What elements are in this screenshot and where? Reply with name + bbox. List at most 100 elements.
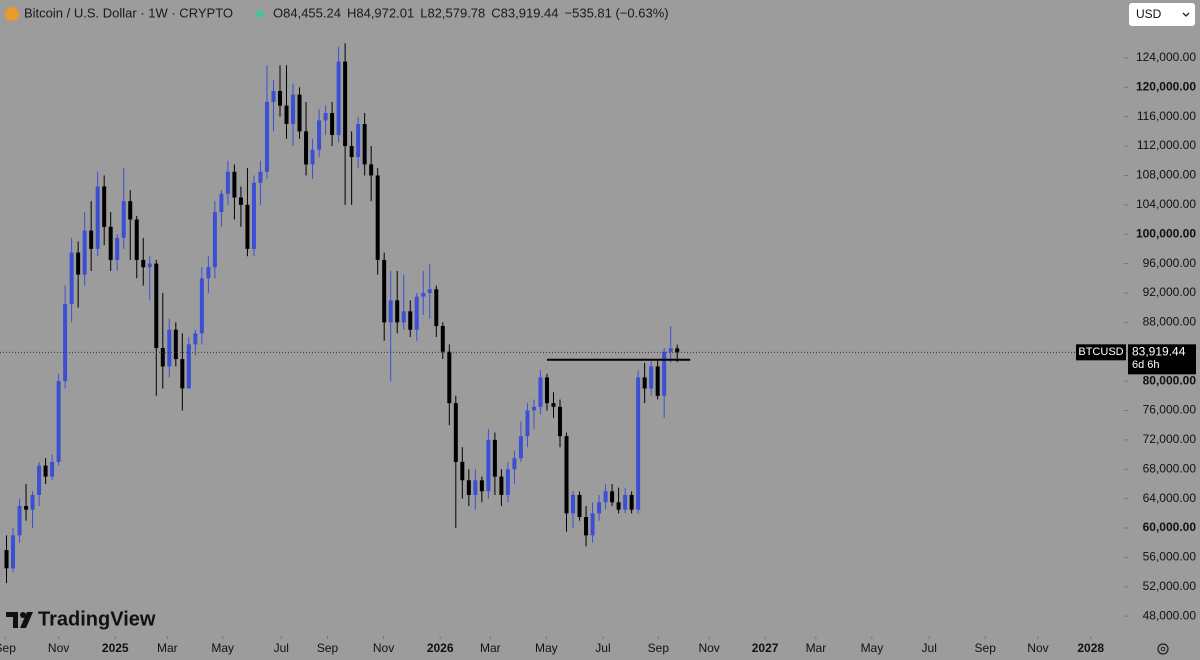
candle-body: [180, 359, 185, 389]
candle-body: [531, 406, 536, 411]
candle-body: [108, 226, 113, 260]
y-tick-label: 52,000.00: [1143, 579, 1197, 593]
brand-name: TradingView: [38, 608, 156, 630]
candle-body: [492, 439, 497, 477]
candle-body: [675, 348, 680, 353]
x-tick-label: Sep: [0, 641, 16, 655]
candle-body: [4, 550, 9, 569]
candle-body: [193, 333, 198, 345]
status-dot: [256, 10, 264, 18]
candle-body: [115, 237, 120, 260]
candle-body: [369, 164, 374, 176]
x-tick-label: Nov: [698, 641, 719, 655]
candle-body: [505, 469, 510, 495]
y-tick-label: 92,000.00: [1143, 285, 1197, 299]
plot-area: 124,000.00 120,000.00 116,000.00 112,000.00…: [0, 43, 1196, 655]
candle-body: [414, 296, 419, 330]
candle-body: [11, 535, 16, 569]
candle-body: [447, 351, 452, 404]
candle-body: [427, 289, 432, 293]
candle-body: [525, 410, 530, 437]
candle-body: [336, 61, 341, 136]
y-tick-label: 108,000.00: [1136, 168, 1196, 182]
candle-body: [486, 439, 491, 492]
candle-body: [356, 124, 361, 158]
candle-body: [30, 494, 35, 510]
candle-body: [102, 186, 107, 227]
y-tick-label: 124,000.00: [1136, 50, 1196, 64]
currency-label[interactable]: USD: [1136, 7, 1162, 21]
dropdown-arrow[interactable]: [1182, 12, 1190, 17]
candle-body: [518, 436, 523, 459]
candle-body: [636, 377, 641, 510]
candle-body: [128, 201, 133, 220]
x-tick-label: Nov: [373, 641, 394, 655]
candle-body: [584, 517, 589, 536]
candle-body: [460, 461, 465, 481]
candle-body: [95, 186, 100, 249]
candle-body: [232, 171, 237, 198]
candle-body: [499, 476, 504, 495]
ohlc-value: 84,455.24: [283, 5, 341, 20]
candle-body: [154, 263, 159, 349]
x-tick-label: Jul: [595, 641, 610, 655]
symbol-tag-label: BTCUSD: [1078, 346, 1123, 358]
x-tick-label: Mar: [157, 641, 178, 655]
candle-body: [466, 480, 471, 495]
y-tick-label: 64,000.00: [1143, 491, 1197, 505]
candle-body: [43, 465, 48, 477]
x-tick-label: Jul: [274, 641, 289, 655]
candle-body: [317, 120, 322, 150]
candle-body: [668, 348, 673, 352]
candle-body: [349, 146, 354, 158]
ohlc-legend: O 84,455.24 H 84,972.01 L 82,579.78 C 83,919.44…: [273, 5, 669, 20]
x-tick-label: Nov: [48, 641, 69, 655]
candle-body: [134, 219, 139, 260]
y-tick-label: 112,000.00: [1137, 138, 1196, 152]
candle-body: [551, 403, 556, 407]
y-tick-label: 120,000.00: [1136, 79, 1196, 93]
candle-body: [362, 124, 367, 165]
candle-body: [219, 193, 224, 213]
ohlc-value: 82,579.78: [427, 5, 485, 20]
gear[interactable]: [1157, 643, 1169, 655]
candle-body: [538, 377, 543, 407]
candle-body: [304, 131, 309, 165]
candle-body: [375, 175, 380, 260]
candle-body: [121, 201, 126, 238]
brand-logo: TradingView: [6, 608, 156, 630]
ohlc-value: 84,972.01: [356, 5, 414, 20]
candle-body: [56, 381, 61, 462]
symbol-title: Bitcoin / U.S. Dollar · 1W · CRYPTO: [24, 5, 233, 20]
currency-select[interactable]: [1129, 3, 1195, 26]
y-tick-label: 88,000.00: [1143, 315, 1197, 329]
y-tick-label: 80,000.00: [1143, 373, 1197, 387]
logo-dot: [20, 612, 26, 618]
countdown-label: 6d 6h: [1132, 359, 1160, 371]
settings-icon[interactable]: [1157, 643, 1169, 655]
y-tick-label: 116,000.00: [1137, 109, 1196, 123]
candle-body: [141, 259, 146, 268]
y-tick-label: 56,000.00: [1143, 550, 1197, 564]
y-tick-label: 100,000.00: [1136, 226, 1196, 240]
x-tick-label: Sep: [975, 641, 997, 655]
candle-body: [258, 171, 263, 183]
candle-body: [655, 366, 660, 396]
candle-body: [629, 494, 634, 510]
candle-body: [89, 230, 94, 249]
candle-body: [291, 94, 296, 125]
x-tick-label: May: [211, 641, 234, 655]
candle-body: [271, 90, 276, 102]
candle-body: [512, 458, 517, 470]
y-tick-label: 72,000.00: [1143, 432, 1197, 446]
candle-body: [597, 502, 602, 514]
y-tick-label: 96,000.00: [1143, 256, 1197, 270]
y-tick-label: 68,000.00: [1143, 461, 1197, 475]
gear-hub[interactable]: [1160, 646, 1166, 652]
ohlc-key: L: [420, 5, 427, 20]
candle-body: [649, 366, 654, 389]
candle-body: [147, 263, 152, 268]
candle-body: [173, 329, 178, 360]
